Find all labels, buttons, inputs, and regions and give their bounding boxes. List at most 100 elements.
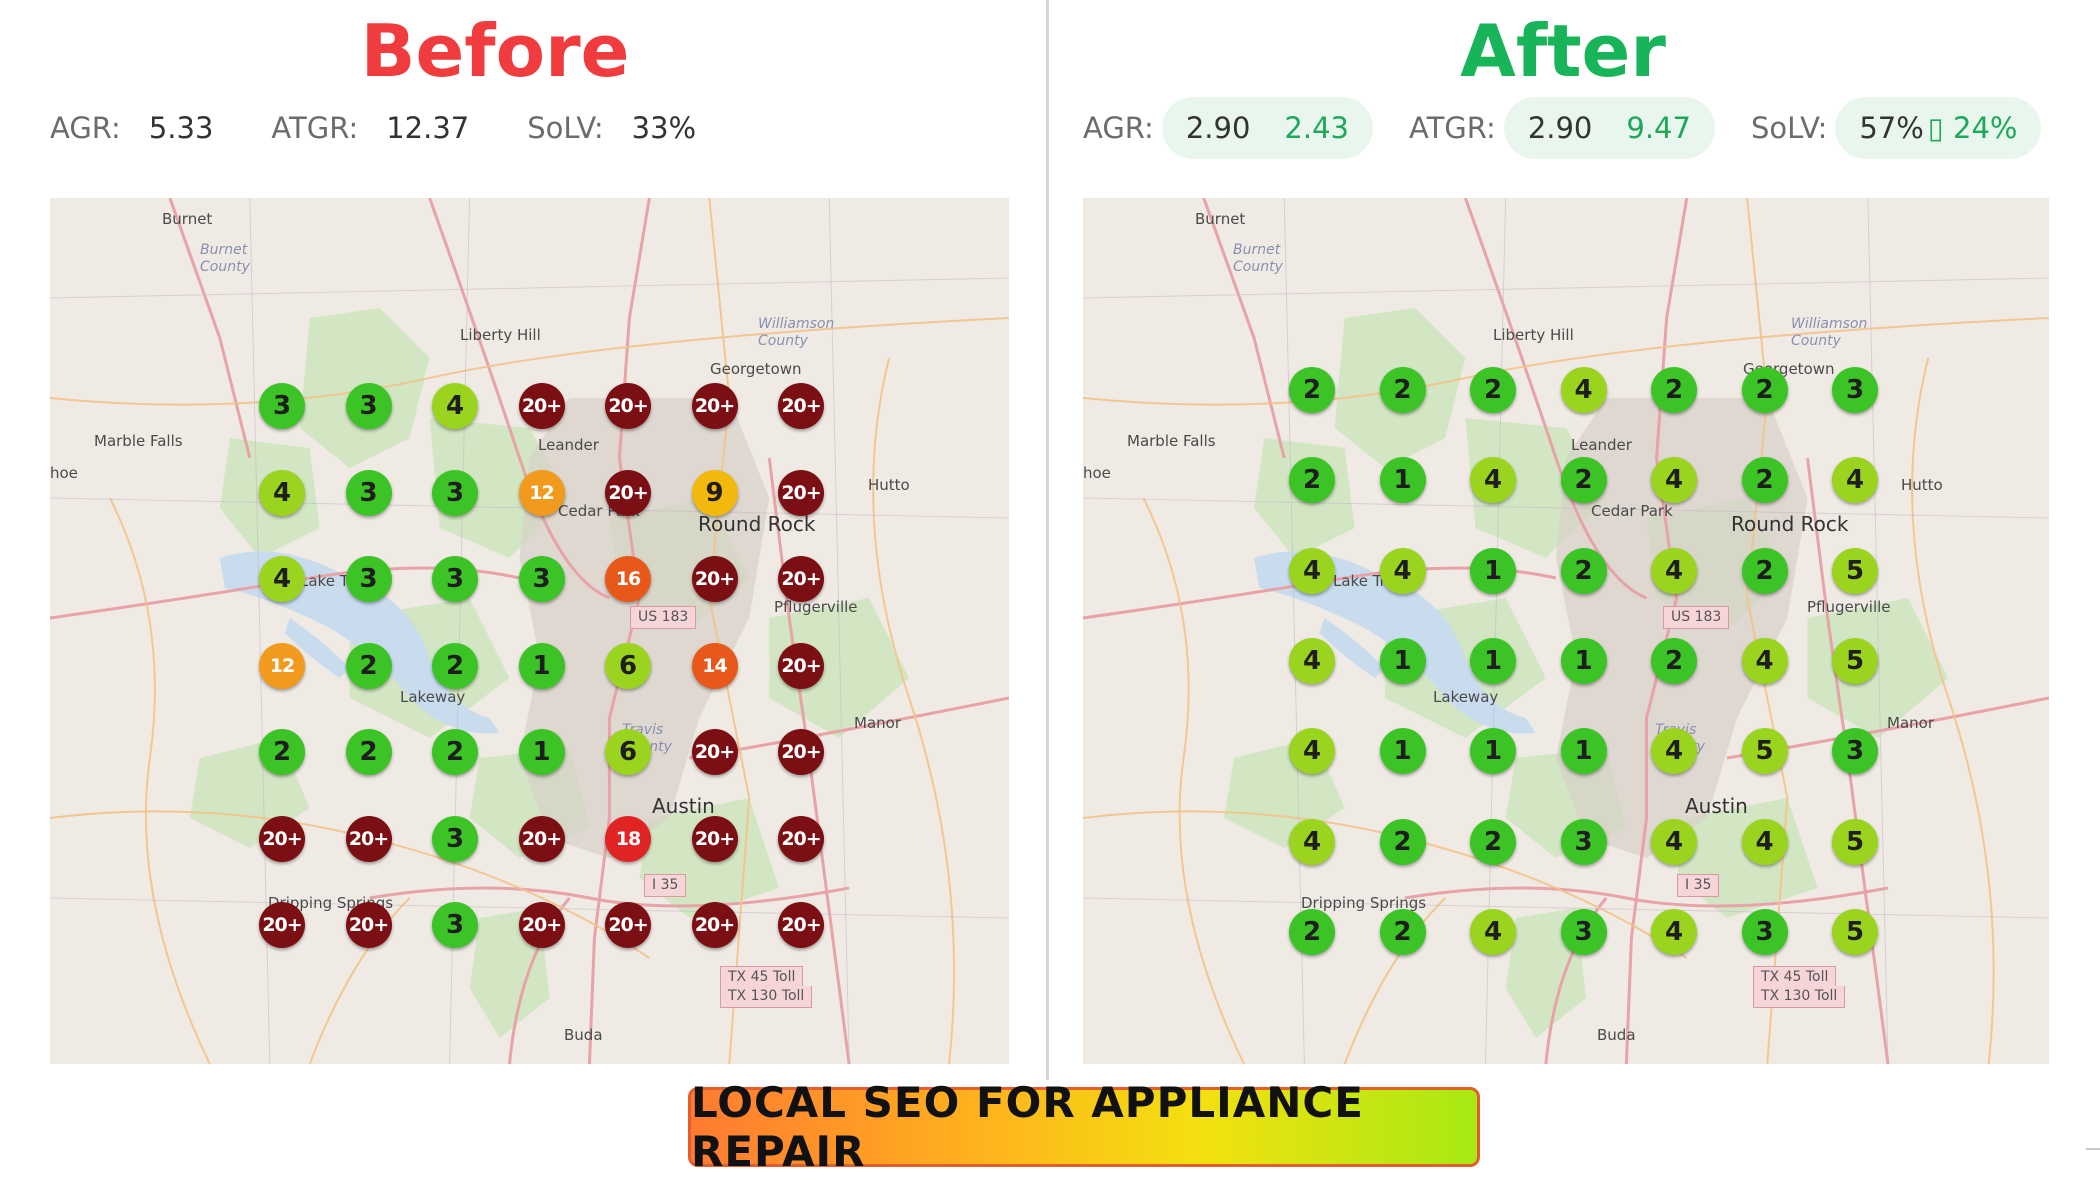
- place-label-lakeway: Lakeway: [400, 688, 466, 706]
- rank-pin: 4: [1651, 547, 1697, 594]
- place-label-liberty-hill: Liberty Hill: [1493, 326, 1574, 344]
- map-base: [1083, 198, 2049, 1064]
- rank-pin: 2: [1741, 547, 1788, 594]
- atgr-new-value: 9.47: [1626, 111, 1691, 145]
- place-label-buda: Buda: [564, 1026, 603, 1044]
- rank-pin: 2: [1560, 547, 1607, 594]
- place-label-georgetown: Georgetown: [710, 360, 802, 378]
- rank-pin: 2: [1289, 367, 1335, 413]
- place-label-burnet: Burnet: [162, 210, 213, 228]
- agr-label: AGR:: [50, 111, 121, 145]
- rank-pin: 1: [1379, 637, 1426, 684]
- rank-pin: 6: [605, 729, 651, 775]
- rank-pin: 2: [1379, 818, 1426, 865]
- rank-pin: 4: [1289, 547, 1335, 594]
- rank-pin: 2: [1560, 457, 1607, 504]
- rank-pin: 12: [518, 469, 565, 516]
- rank-pin: 1: [1470, 547, 1516, 594]
- rank-pin: 4: [1470, 457, 1516, 504]
- rank-pin: 20+: [605, 383, 651, 429]
- atgr-label: ATGR:: [1409, 111, 1496, 145]
- rank-pin: 2: [345, 729, 392, 775]
- place-label-dripping-springs: Dripping Springs: [1301, 894, 1427, 912]
- rank-pin: 20+: [345, 902, 392, 948]
- rank-pin: 3: [345, 469, 392, 516]
- place-label-manor: Manor: [1887, 714, 1934, 732]
- title-banner: LOCAL SEO FOR APPLIANCE REPAIR: [688, 1078, 1480, 1176]
- rank-pin: 4: [1560, 367, 1607, 413]
- road-shield-us183: US 183: [630, 606, 697, 629]
- rank-pin: 9: [691, 469, 738, 516]
- atgr-label: ATGR:: [271, 111, 359, 145]
- rank-pin: 4: [1741, 818, 1788, 865]
- road-shield-toll1: TX 45 Toll: [1753, 966, 1837, 989]
- place-label-hoe: hoe: [1083, 464, 1111, 482]
- agr-label: AGR:: [1083, 111, 1154, 145]
- place-label-hutto: Hutto: [1901, 476, 1943, 494]
- rank-pin: 4: [1470, 908, 1516, 955]
- place-label-burnet: Burnet: [1195, 210, 1246, 228]
- place-label-austin: Austin: [652, 794, 715, 818]
- place-label-round-rock: Round Rock: [1731, 512, 1849, 536]
- solv-value: 57%: [1859, 111, 1924, 145]
- rank-pin: 2: [1470, 367, 1516, 413]
- agr-value: 5.33: [148, 111, 214, 145]
- rank-pin: 2: [1741, 367, 1788, 413]
- rank-pin: 1: [1560, 637, 1607, 684]
- rank-pin: 4: [1289, 637, 1335, 684]
- road-shield-i35: I 35: [644, 874, 687, 897]
- rank-pin: 20+: [778, 902, 824, 948]
- place-label-marble-falls: Marble Falls: [94, 432, 183, 450]
- rank-pin: 20+: [259, 815, 305, 862]
- rank-pin: 3: [518, 556, 565, 602]
- rank-pin: 2: [1289, 908, 1335, 955]
- place-label-buda: Buda: [1597, 1026, 1636, 1044]
- rank-pin: 20+: [691, 902, 738, 948]
- rank-pin: 5: [1832, 908, 1878, 955]
- rank-pin: 4: [1651, 908, 1697, 955]
- rank-pin: 20+: [691, 556, 738, 602]
- rank-pin: 3: [432, 469, 478, 516]
- place-label-round-rock: Round Rock: [698, 512, 816, 536]
- rank-pin: 3: [432, 556, 478, 602]
- place-label-pflugerville: Pflugerville: [774, 598, 858, 616]
- rank-pin: 20+: [778, 383, 824, 429]
- agr-value: 2.90: [1185, 111, 1251, 145]
- rank-pin: 4: [259, 469, 305, 516]
- rank-pin: 3: [1832, 367, 1878, 413]
- rank-pin: 20+: [345, 815, 392, 862]
- atgr-pill: 2.90 9.47: [1503, 97, 1715, 159]
- place-label-cedar-park: Cedar Park: [1591, 502, 1673, 520]
- rank-pin: 4: [1379, 547, 1426, 594]
- after-map: Burnet Burnet County Liberty Hill Williamso…: [1083, 198, 2049, 1064]
- solv-label: SoLV:: [1750, 111, 1828, 145]
- rank-pin: 5: [1741, 728, 1788, 775]
- rank-pin: 20+: [259, 902, 305, 948]
- rank-pin: 1: [1470, 728, 1516, 775]
- rank-pin: 3: [345, 383, 392, 429]
- rank-pin: 20+: [778, 815, 824, 862]
- road-shield-toll2: TX 130 Toll: [1753, 986, 1846, 1008]
- rank-pin: 14: [691, 642, 738, 689]
- rank-pin: 1: [1379, 728, 1426, 775]
- rank-pin: 12: [259, 642, 305, 689]
- rank-pin: 1: [518, 729, 565, 775]
- rank-pin: 2: [1289, 457, 1335, 504]
- place-label-austin: Austin: [1685, 794, 1748, 818]
- rank-pin: 2: [1741, 457, 1788, 504]
- rank-pin: 5: [1832, 818, 1878, 865]
- rank-pin: 20+: [518, 815, 565, 862]
- agr-new-value: 2.43: [1284, 111, 1349, 145]
- rank-pin: 2: [432, 729, 478, 775]
- before-metrics: AGR: 5.33 ATGR: 12.37 SoLV: 33%: [50, 96, 696, 160]
- rank-pin: 2: [1651, 367, 1697, 413]
- panel-divider: [1046, 0, 1049, 1080]
- place-label-leander: Leander: [1571, 436, 1632, 454]
- rank-pin: 3: [1560, 908, 1607, 955]
- rank-pin: 6: [605, 642, 651, 689]
- rank-pin: 4: [432, 383, 478, 429]
- rank-pin: 2: [432, 642, 478, 689]
- place-label-hutto: Hutto: [868, 476, 910, 494]
- rank-pin: 4: [1289, 818, 1335, 865]
